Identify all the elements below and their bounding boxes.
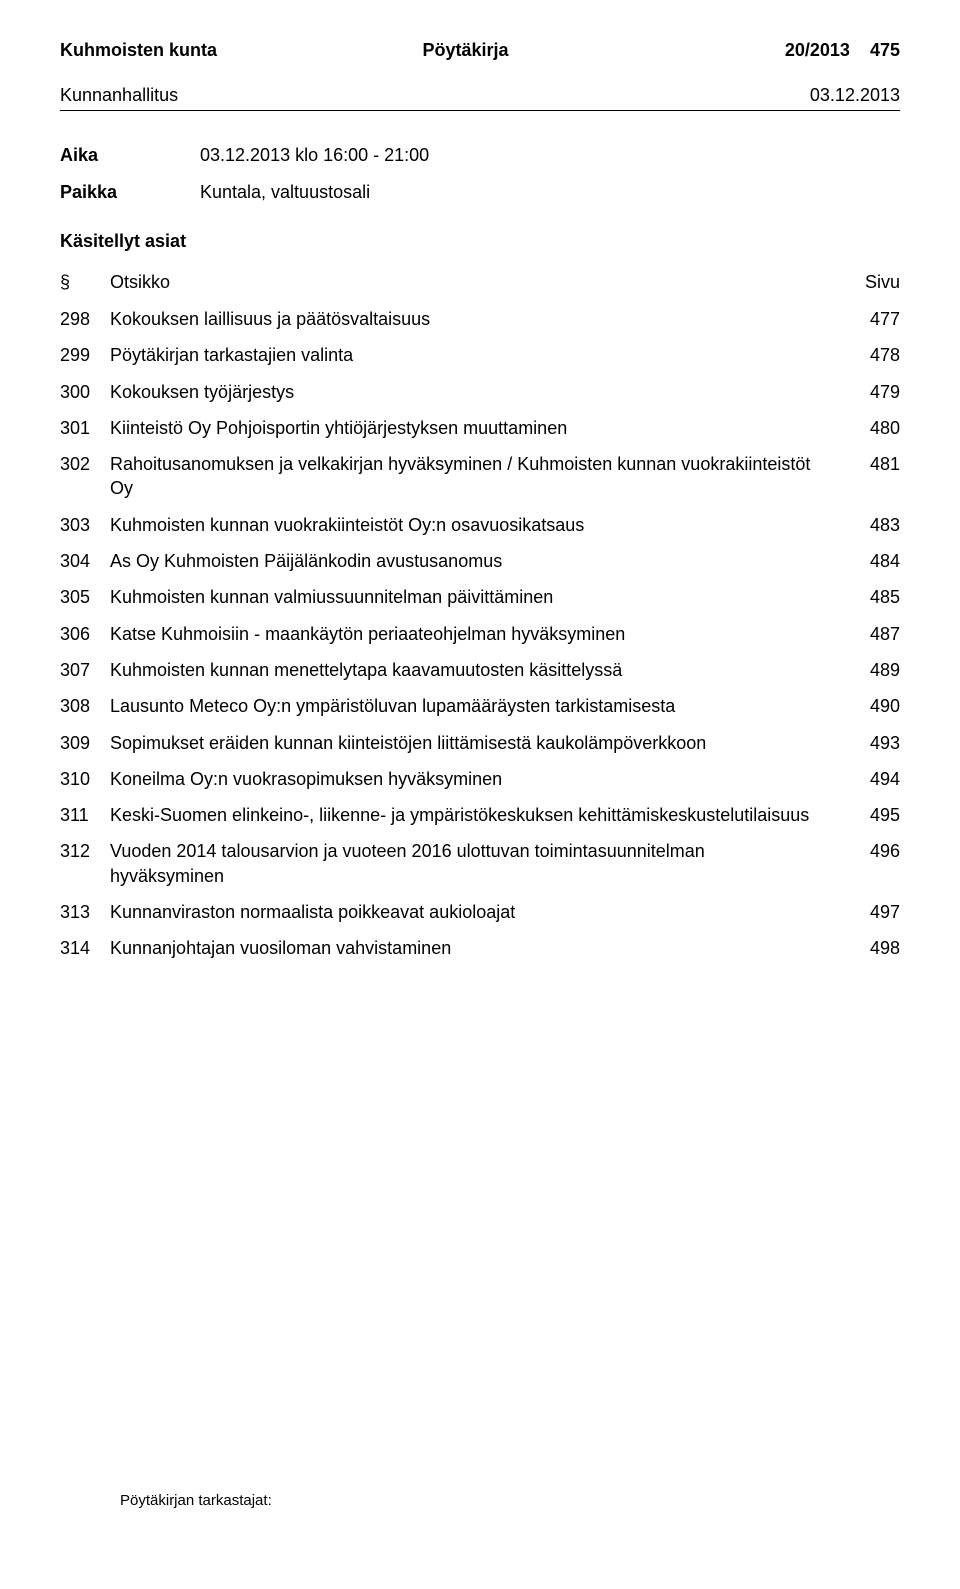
toc-item-num: 305: [60, 585, 110, 609]
toc-item-title: Kokouksen laillisuus ja päätösvaltaisuus: [110, 307, 840, 331]
toc-item-title: Pöytäkirjan tarkastajien valinta: [110, 343, 840, 367]
meta-place-label: Paikka: [60, 182, 200, 203]
toc-item: 304As Oy Kuhmoisten Päijälänkodin avustu…: [60, 549, 900, 573]
toc-item-num: 301: [60, 416, 110, 440]
toc-item-title: Kiinteistö Oy Pohjoisportin yhtiöjärjest…: [110, 416, 840, 440]
toc-item-page: 498: [840, 936, 900, 960]
toc-item: 308Lausunto Meteco Oy:n ympäristöluvan l…: [60, 694, 900, 718]
toc-header: § Otsikko Sivu: [60, 272, 900, 293]
doc-header: Kuhmoisten kunta Pöytäkirja 20/2013 475: [60, 40, 900, 61]
toc-item-num: 309: [60, 731, 110, 755]
meta-time-row: Aika 03.12.2013 klo 16:00 - 21:00: [60, 145, 900, 166]
toc-item-num: 314: [60, 936, 110, 960]
toc-item: 298Kokouksen laillisuus ja päätösvaltais…: [60, 307, 900, 331]
toc-item-title: Rahoitusanomuksen ja velkakirjan hyväksy…: [110, 452, 840, 501]
toc-item-title: Katse Kuhmoisiin - maankäytön periaateoh…: [110, 622, 840, 646]
toc-item: 311Keski-Suomen elinkeino-, liikenne- ja…: [60, 803, 900, 827]
toc-item-title: Kunnanjohtajan vuosiloman vahvistaminen: [110, 936, 840, 960]
toc-item-title: Kuhmoisten kunnan menettelytapa kaavamuu…: [110, 658, 840, 682]
toc-item-num: 300: [60, 380, 110, 404]
toc-item-page: 496: [840, 839, 900, 888]
toc-item-num: 313: [60, 900, 110, 924]
toc-item-page: 479: [840, 380, 900, 404]
toc-item: 299Pöytäkirjan tarkastajien valinta478: [60, 343, 900, 367]
toc-item: 302Rahoitusanomuksen ja velkakirjan hyvä…: [60, 452, 900, 501]
toc-item: 300Kokouksen työjärjestys479: [60, 380, 900, 404]
toc-item-title: As Oy Kuhmoisten Päijälänkodin avustusan…: [110, 549, 840, 573]
toc-item-page: 487: [840, 622, 900, 646]
meta-time-label: Aika: [60, 145, 200, 166]
toc-items: 298Kokouksen laillisuus ja päätösvaltais…: [60, 307, 900, 961]
toc-item-num: 312: [60, 839, 110, 888]
toc-item: 303Kuhmoisten kunnan vuokrakiinteistöt O…: [60, 513, 900, 537]
toc-item: 310Koneilma Oy:n vuokrasopimuksen hyväks…: [60, 767, 900, 791]
toc-item: 314Kunnanjohtajan vuosiloman vahvistamin…: [60, 936, 900, 960]
toc-item-page: 484: [840, 549, 900, 573]
doc-number-page: 20/2013 475: [785, 40, 900, 61]
toc-header-page: Sivu: [840, 272, 900, 293]
meta-time-value: 03.12.2013 klo 16:00 - 21:00: [200, 145, 900, 166]
toc-item: 309Sopimukset eräiden kunnan kiinteistöj…: [60, 731, 900, 755]
toc-item-page: 497: [840, 900, 900, 924]
toc-item-num: 310: [60, 767, 110, 791]
toc-item-page: 494: [840, 767, 900, 791]
toc-item-title: Kunnanviraston normaalista poikkeavat au…: [110, 900, 840, 924]
toc-item-page: 489: [840, 658, 900, 682]
meta-place-value: Kuntala, valtuustosali: [200, 182, 900, 203]
toc-item-title: Kuhmoisten kunnan vuokrakiinteistöt Oy:n…: [110, 513, 840, 537]
toc-item: 301Kiinteistö Oy Pohjoisportin yhtiöjärj…: [60, 416, 900, 440]
toc-header-title: Otsikko: [110, 272, 840, 293]
toc-item-page: 490: [840, 694, 900, 718]
toc-item-page: 481: [840, 452, 900, 501]
toc-item-title: Keski-Suomen elinkeino-, liikenne- ja ym…: [110, 803, 840, 827]
toc-item-page: 493: [840, 731, 900, 755]
toc-item-num: 304: [60, 549, 110, 573]
toc-item: 306Katse Kuhmoisiin - maankäytön periaat…: [60, 622, 900, 646]
toc-item-num: 308: [60, 694, 110, 718]
toc-header-sym: §: [60, 272, 110, 293]
toc-item-num: 302: [60, 452, 110, 501]
toc-item-title: Vuoden 2014 talousarvion ja vuoteen 2016…: [110, 839, 840, 888]
toc-item-title: Kuhmoisten kunnan valmiussuunnitelman pä…: [110, 585, 840, 609]
body-name: Kunnanhallitus: [60, 85, 178, 106]
municipality-name: Kuhmoisten kunta: [60, 40, 422, 61]
toc-item: 313Kunnanviraston normaalista poikkeavat…: [60, 900, 900, 924]
toc-item-num: 311: [60, 803, 110, 827]
toc-item-num: 306: [60, 622, 110, 646]
toc-item-num: 299: [60, 343, 110, 367]
toc-item-page: 477: [840, 307, 900, 331]
footer-text: Pöytäkirjan tarkastajat:: [120, 1492, 272, 1509]
toc-item-title: Sopimukset eräiden kunnan kiinteistöjen …: [110, 731, 840, 755]
toc-item-title: Lausunto Meteco Oy:n ympäristöluvan lupa…: [110, 694, 840, 718]
toc-item-page: 480: [840, 416, 900, 440]
toc-item-num: 307: [60, 658, 110, 682]
toc-item-title: Kokouksen työjärjestys: [110, 380, 840, 404]
meeting-date: 03.12.2013: [810, 85, 900, 106]
doc-type: Pöytäkirja: [422, 40, 784, 61]
toc-item-num: 303: [60, 513, 110, 537]
meta-section: Aika 03.12.2013 klo 16:00 - 21:00 Paikka…: [60, 145, 900, 203]
meta-place-row: Paikka Kuntala, valtuustosali: [60, 182, 900, 203]
section-label: Käsitellyt asiat: [60, 231, 900, 252]
toc-item-page: 485: [840, 585, 900, 609]
toc-item-page: 495: [840, 803, 900, 827]
toc-item-num: 298: [60, 307, 110, 331]
doc-subheader: Kunnanhallitus 03.12.2013: [60, 85, 900, 111]
toc-item-page: 483: [840, 513, 900, 537]
toc-item: 312Vuoden 2014 talousarvion ja vuoteen 2…: [60, 839, 900, 888]
toc-item: 305Kuhmoisten kunnan valmiussuunnitelman…: [60, 585, 900, 609]
toc-item: 307Kuhmoisten kunnan menettelytapa kaava…: [60, 658, 900, 682]
doc-number: 20/2013: [785, 40, 850, 60]
page-number: 475: [870, 40, 900, 60]
toc-item-page: 478: [840, 343, 900, 367]
toc-item-title: Koneilma Oy:n vuokrasopimuksen hyväksymi…: [110, 767, 840, 791]
